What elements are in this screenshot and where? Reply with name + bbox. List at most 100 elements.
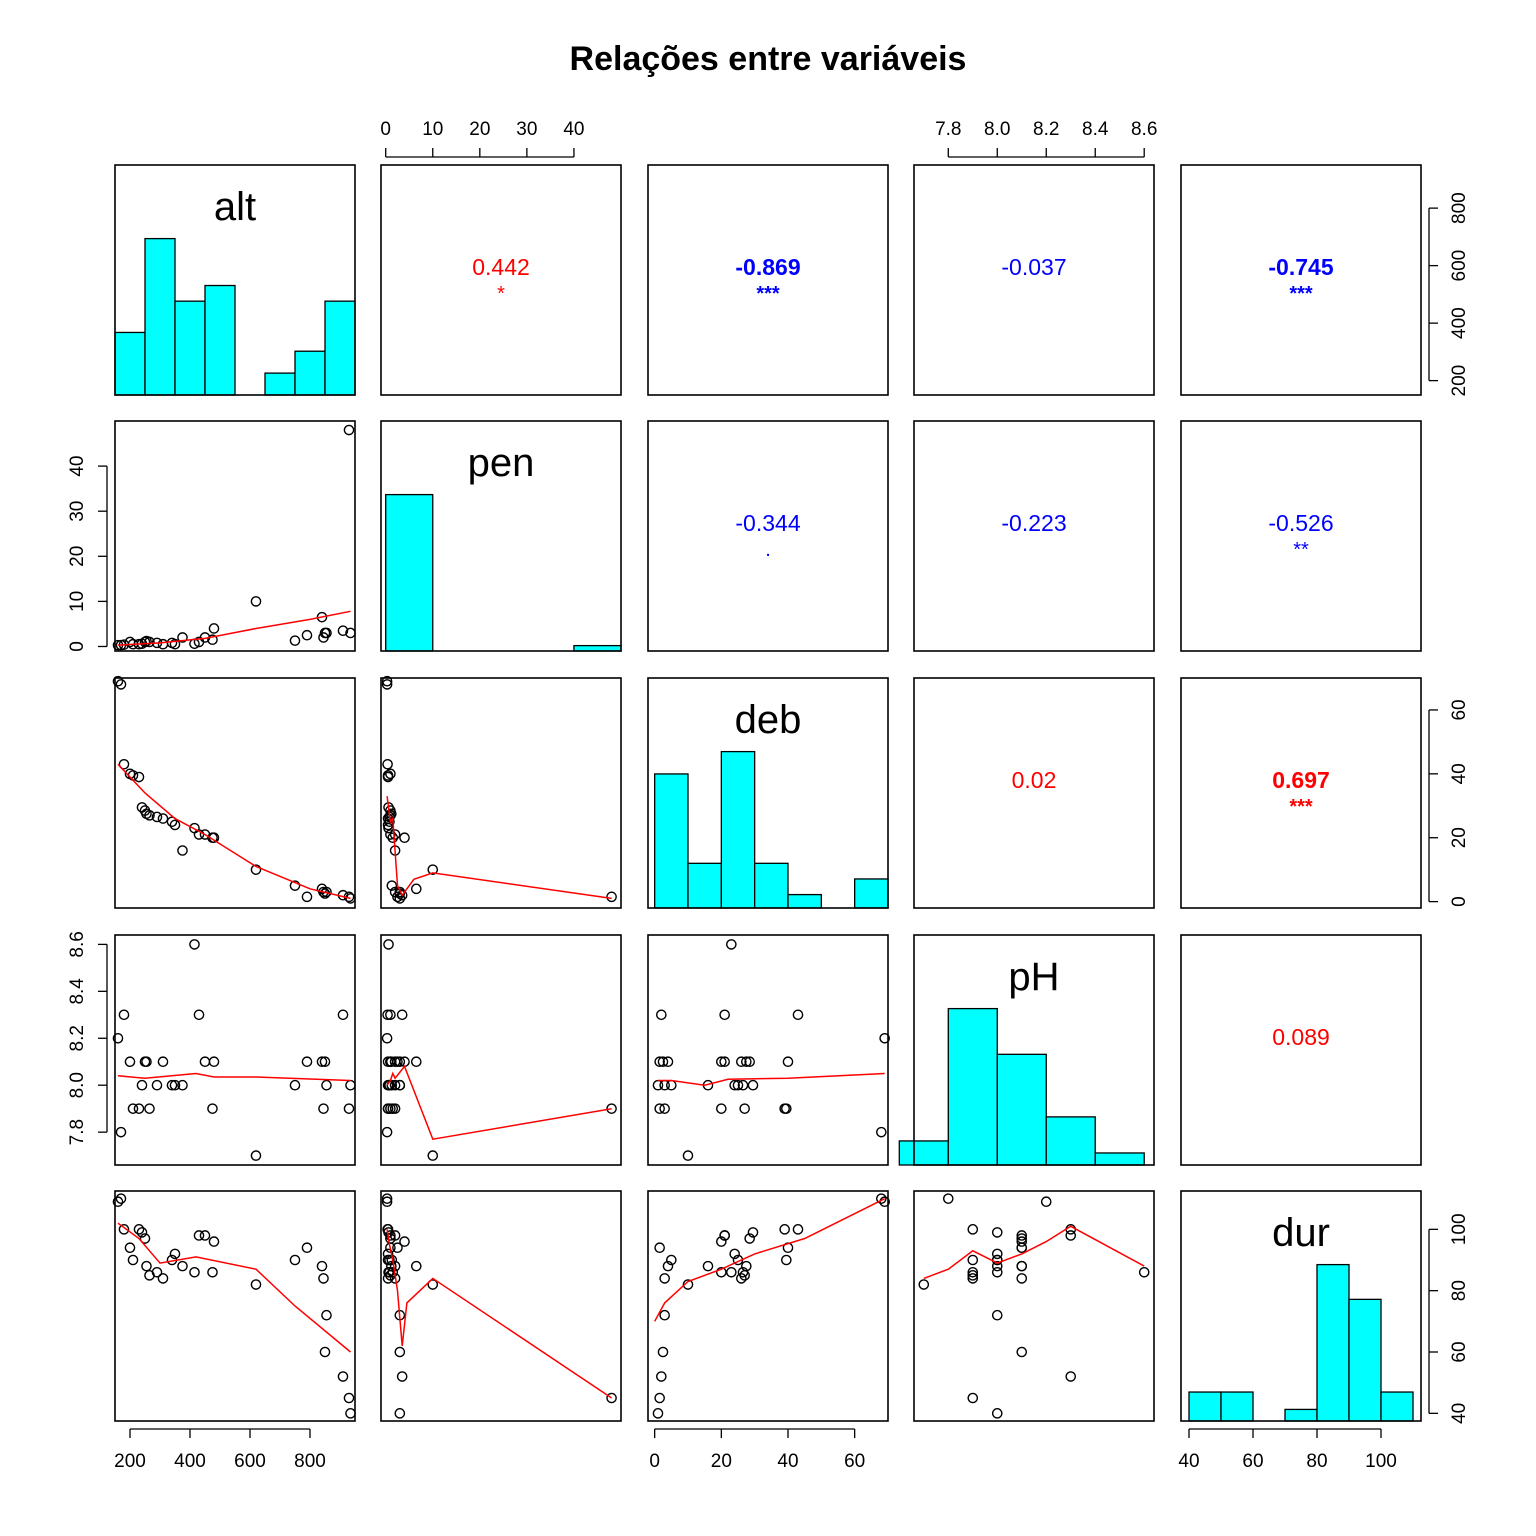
tick-label: 60	[1242, 1451, 1263, 1472]
data-point	[918, 1279, 930, 1290]
data-point	[942, 1193, 954, 1204]
data-point	[250, 864, 262, 875]
histogram-bar	[1094, 1152, 1145, 1166]
tick-label: 7.8	[935, 119, 961, 140]
data-point	[115, 1126, 127, 1138]
data-point	[659, 1273, 670, 1284]
data-point	[744, 1233, 755, 1244]
data-point	[726, 1266, 737, 1278]
data-point	[115, 1193, 127, 1204]
data-point	[321, 627, 332, 639]
data-point	[606, 891, 617, 903]
panel-alt-alt: alt	[114, 164, 356, 396]
smooth-line	[117, 1222, 351, 1353]
data-point	[112, 675, 124, 687]
significance-stars: **	[1293, 539, 1309, 561]
data-point	[383, 939, 394, 950]
data-point	[782, 1056, 794, 1068]
data-point	[301, 629, 313, 641]
data-point	[387, 832, 399, 844]
data-point	[289, 635, 301, 646]
data-point	[177, 1260, 188, 1272]
tick-label: 400	[1449, 307, 1470, 339]
data-point	[967, 1392, 979, 1404]
data-point	[781, 1254, 792, 1266]
panel-deb-pen	[380, 675, 622, 909]
data-point	[124, 1056, 136, 1068]
data-point	[141, 1260, 152, 1272]
data-point	[716, 1266, 727, 1278]
variable-name-pen: pen	[468, 441, 535, 485]
data-point	[316, 1056, 328, 1068]
tick-label: 0	[67, 641, 88, 652]
data-point	[1016, 1260, 1028, 1272]
data-point	[127, 770, 139, 781]
panel-frame	[1180, 420, 1422, 652]
data-point	[389, 1079, 401, 1091]
panel-dur-alt	[112, 1190, 356, 1422]
panel-dur-deb	[647, 1190, 890, 1422]
panel-pen-pen: pen	[380, 420, 622, 652]
data-point	[702, 1260, 714, 1272]
tick-label: 10	[67, 591, 88, 612]
axis-bottom-dur: 40 60 80 100	[1178, 1428, 1397, 1472]
panel-frame	[1180, 1190, 1422, 1422]
smooth-line	[654, 1198, 886, 1322]
data-point	[133, 771, 145, 783]
data-point	[250, 596, 262, 607]
smooth-line	[923, 1225, 1145, 1280]
smooth-line	[386, 796, 612, 900]
panel-pen-deb: -0.344.	[647, 420, 889, 652]
data-point	[606, 1103, 617, 1114]
significance-stars: ***	[1289, 796, 1313, 818]
data-point	[207, 1266, 218, 1278]
data-point	[991, 1260, 1003, 1272]
panel-pH-pen	[380, 934, 622, 1166]
correlation-value: -0.869	[735, 254, 800, 280]
panel-frame	[1180, 934, 1422, 1166]
data-point	[716, 1236, 727, 1247]
data-point	[151, 811, 163, 823]
data-point	[394, 1079, 406, 1091]
data-point	[410, 883, 422, 895]
data-point	[991, 1248, 1003, 1260]
significance-stars: ***	[1289, 283, 1313, 305]
data-point	[737, 1079, 749, 1091]
data-point	[127, 1254, 139, 1266]
data-point	[736, 1273, 747, 1284]
data-point	[719, 1230, 730, 1241]
data-point	[739, 1103, 750, 1114]
data-point	[654, 1242, 665, 1254]
tick-label: 800	[294, 1451, 326, 1472]
data-point	[157, 1273, 169, 1284]
data-point	[399, 832, 410, 844]
data-point	[169, 1248, 181, 1260]
tick-label: 8.0	[67, 1072, 88, 1098]
data-point	[659, 1103, 670, 1114]
data-point	[682, 1279, 694, 1290]
panel-pH-alt	[112, 934, 356, 1166]
axis-right-dur: 40 60 80 100	[1428, 1213, 1470, 1424]
tick-label: 600	[1449, 250, 1470, 282]
data-point	[747, 1079, 759, 1091]
data-point	[726, 939, 737, 950]
data-point	[382, 771, 394, 783]
panel-frame	[913, 1190, 1155, 1422]
tick-label: 20	[711, 1451, 732, 1472]
histogram-bar	[114, 331, 146, 396]
data-point	[719, 1009, 730, 1021]
data-point	[779, 1224, 790, 1235]
data-point	[1065, 1230, 1077, 1241]
panel-pen-alt	[112, 420, 356, 652]
histogram-bar	[385, 493, 434, 652]
data-point	[189, 1266, 200, 1278]
data-point	[337, 1009, 349, 1021]
tick-label: 40	[1449, 1403, 1470, 1424]
data-point	[736, 1056, 747, 1068]
histogram-bar	[947, 1007, 998, 1166]
axis-top-pen: 0 10 20 30 40	[380, 119, 585, 158]
correlation-value: -0.344	[735, 510, 800, 536]
panel-deb-pH: 0.02	[913, 677, 1155, 909]
tick-label: 60	[844, 1451, 865, 1472]
